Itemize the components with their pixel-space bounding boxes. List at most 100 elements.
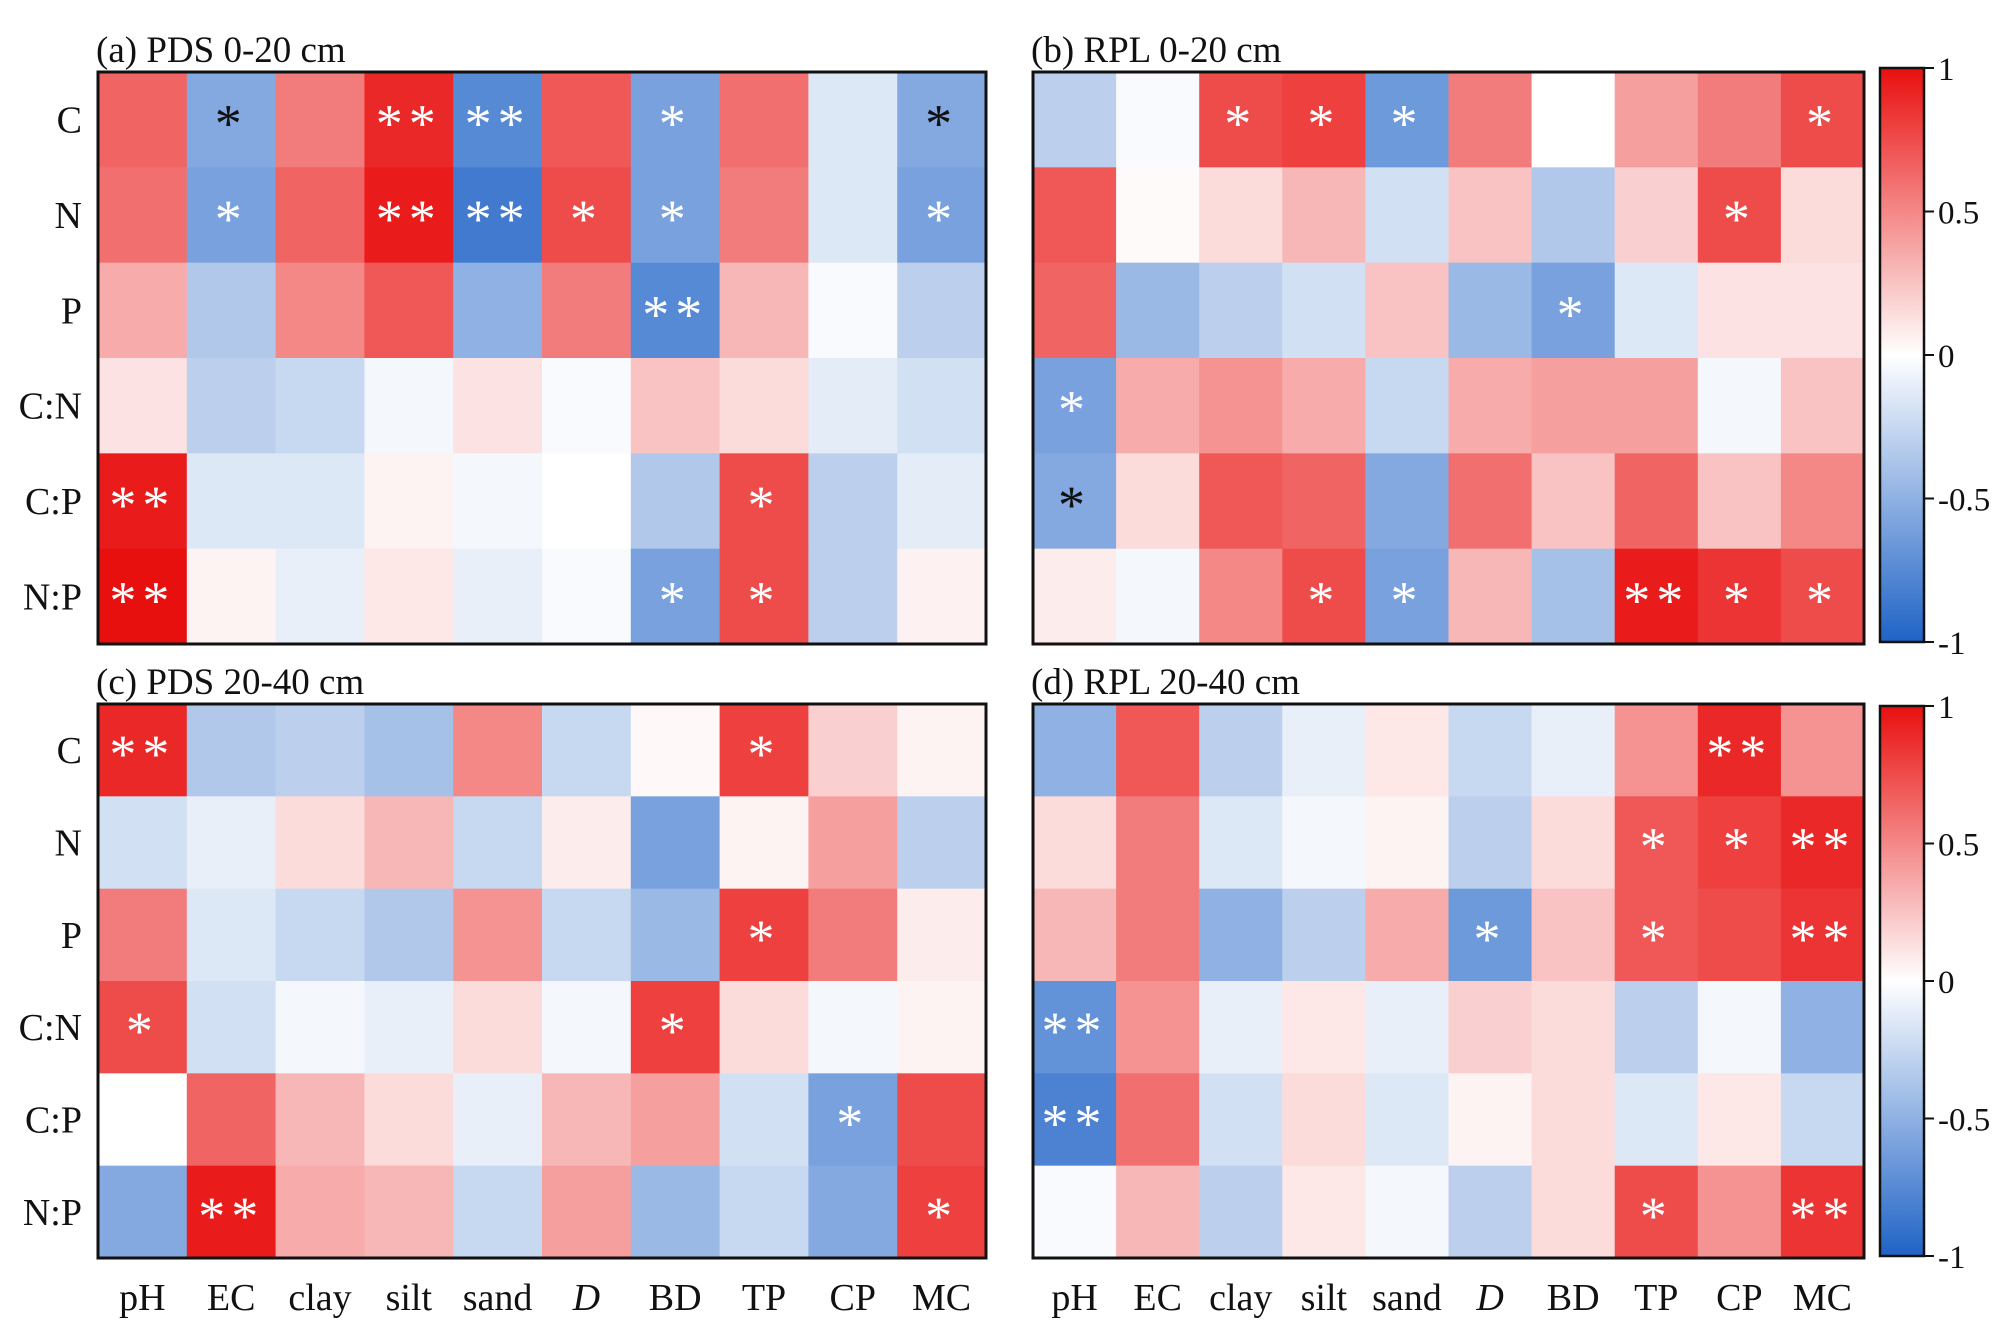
panel-b-cell [1116,72,1200,168]
panel-b-cell [1033,262,1117,359]
panel-c-significance-mark: * [748,724,781,784]
colorbar-tick-label: -0.5 [1938,483,1990,519]
panel-b-cell [1448,167,1533,264]
panel-c-cell [275,981,365,1074]
colorbar-tick-label: 1 [1938,690,1955,726]
panel-d-cell [1116,796,1200,890]
panel-c-cell [453,1073,543,1167]
panel-c-cell [808,1073,898,1167]
panel-d-cell [1697,1073,1782,1167]
panel-d-cell [1365,981,1450,1074]
panel-a-significance-mark: * [659,94,692,154]
panel-d-cell [1282,704,1366,797]
panel-a-cell [630,262,721,359]
panel-b-cell [1531,167,1616,264]
panel-c-cell [630,981,721,1074]
panel-c-column-label: BD [649,1277,702,1319]
panel-d-cell [1614,704,1699,797]
panel-c-cell [364,1165,454,1259]
panel-d-cell [1365,1165,1450,1259]
panel-c-column-label: TP [742,1277,786,1319]
panel-b-cell [1282,72,1366,168]
panel-c-cell [186,1165,277,1259]
panel-d-cell [1116,704,1200,797]
panel-c-cell [542,1165,632,1259]
panel-c-cell [186,796,277,890]
colorbar-tick-label: 0 [1938,965,1955,1001]
panel-c-row-label: P [61,915,82,957]
panel-b-cell [1116,453,1200,550]
panel-d-cell [1614,796,1699,890]
panel-a-cell [808,358,898,454]
panel-c-column-label: silt [386,1277,433,1319]
panel-d-title: (d) RPL 20-40 cm [1031,662,1300,703]
panel-d-cell [1116,888,1200,982]
panel-d-cell [1033,981,1117,1074]
panel-d-cell [1199,1165,1283,1259]
colorbar-b [1878,66,1926,644]
panel-b-cell [1614,453,1699,550]
panel-b-cell [1033,453,1117,550]
panel-c-cell [808,1165,898,1259]
panel-a-cell [98,72,188,168]
panel-c-cell [719,704,809,797]
panel-b-title: (b) RPL 0-20 cm [1031,30,1282,71]
panel-a-significance-mark: ** [465,189,531,249]
panel-b-significance-mark: * [1806,570,1839,630]
panel-d-cell [1780,1165,1865,1259]
panel-a-significance-mark: * [925,94,958,154]
panel-c-cell [719,1165,809,1259]
colorbar-tick-label: -1 [1938,626,1966,662]
panel-d-cell [1697,1165,1782,1259]
panel-c-cell [897,981,987,1074]
panel-a-cell [98,548,188,645]
panel-c-cell [630,796,721,890]
panel-c-cell [897,796,987,890]
panel-a-cell [364,453,454,550]
panel-c-cell [364,704,454,797]
panel-c-cell [542,981,632,1074]
panel-a-significance-mark: ** [465,94,531,154]
panel-c-cell [719,796,809,890]
panel-b-cell [1531,358,1616,454]
panel-a-cell [542,358,632,454]
panel-a-cell [98,358,188,454]
panel-a-cell [808,167,898,264]
panel-a-cell [98,167,188,264]
panel-d-cell [1531,981,1616,1074]
panel-a-cell [542,72,632,168]
panel-c-cell [453,888,543,982]
panel-c-cell [897,888,987,982]
panel-a-cell [542,167,632,264]
panel-d-cell [1033,888,1117,982]
panel-c-cell [808,981,898,1074]
colorbar-tick-label: 1 [1938,52,1955,88]
panel-c-cell [453,796,543,890]
panel-d-cell [1199,796,1283,890]
panel-a-cell [808,262,898,359]
panel-c-title: (c) PDS 20-40 cm [96,662,364,703]
panel-d-frame [1031,702,1866,1260]
panel-b-cell [1116,167,1200,264]
panel-b-cell [1697,72,1782,168]
panel-a-cell [98,262,188,359]
panel-b-cell [1448,453,1533,550]
panel-a-cell [364,167,454,264]
panel-d-column-label: sand [1372,1277,1442,1319]
panel-b-cell [1780,453,1865,550]
panel-b-significance-mark: * [1224,94,1257,154]
panel-b-cell [1780,167,1865,264]
panel-a-significance-mark: ** [109,475,175,535]
panel-c-cell [630,1165,721,1259]
panel-b-significance-mark: * [1058,475,1091,535]
panel-c-cell [186,704,277,797]
panel-c-column-label: pH [119,1277,165,1319]
panel-d-column-label: EC [1133,1277,1182,1319]
panel-b-cell [1282,358,1366,454]
panel-b-cell [1697,262,1782,359]
panel-a-cell [364,262,454,359]
panel-a-cell [897,167,987,264]
panel-a-cell [808,72,898,168]
panel-c-significance-mark: * [659,1001,692,1061]
panel-b-cell [1531,262,1616,359]
